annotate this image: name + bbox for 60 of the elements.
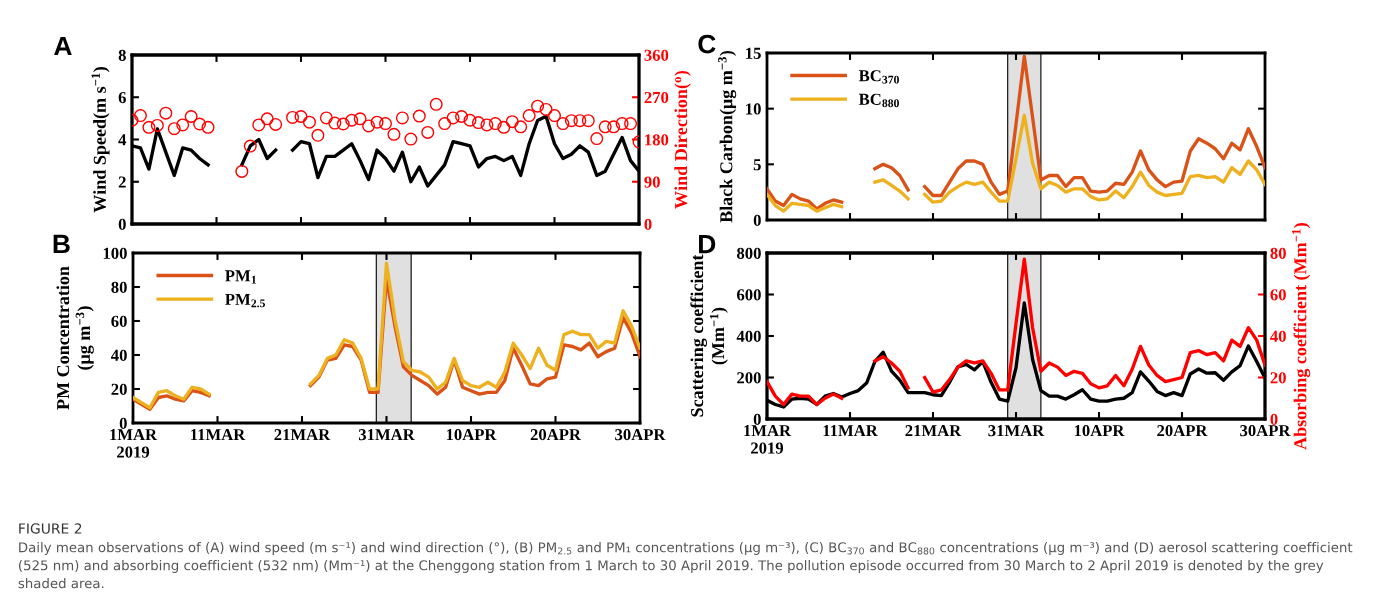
y-tick-label: 40 xyxy=(111,349,127,361)
y-tick-label: 0 xyxy=(119,417,127,429)
x-tick-label: 1MAR 2019 xyxy=(110,429,158,458)
x-tick-label: 20APR xyxy=(530,429,582,441)
y2-tick-label: 0 xyxy=(1270,413,1278,425)
y-tick-label: 6 xyxy=(118,92,126,104)
x-tick-label: 31MAR xyxy=(358,429,415,441)
y-tick-label: 4 xyxy=(118,134,127,146)
y-tick-label: 10 xyxy=(746,103,761,115)
y-tick-label: 100 xyxy=(103,247,127,259)
legend-label: PM$_{2.5}$ xyxy=(225,293,266,308)
y-tick-label: 5 xyxy=(753,159,761,171)
y-tick-label: 0 xyxy=(118,218,126,230)
y2-tick-label: 60 xyxy=(1270,289,1286,301)
y-tick-label: 20 xyxy=(111,383,127,395)
y-tick-label: 400 xyxy=(736,330,761,342)
x-tick-label: 10APR xyxy=(446,429,497,441)
x-tick-label: 21MAR xyxy=(905,425,962,437)
y2-tick-label: 270 xyxy=(644,91,669,104)
chart-title: D xyxy=(699,235,716,254)
y-tick-label: 800 xyxy=(737,247,761,259)
y-tick-label: 15 xyxy=(746,47,761,59)
y-tick-label: 8 xyxy=(118,49,126,61)
legend-label: BC$_{370}$ xyxy=(858,70,899,84)
y-tick-label: 60 xyxy=(111,315,127,327)
y-axis-title: Wind Speed(m s$^{−1}$) xyxy=(91,67,110,213)
y2-tick-label: 180 xyxy=(645,134,669,146)
legend-label: BC$_{880}$ xyxy=(858,93,899,108)
x-tick-label: 20APR xyxy=(1157,425,1208,437)
y-tick-label: 0 xyxy=(753,413,761,425)
chart-title: B xyxy=(53,234,70,254)
x-tick-label: 21MAR xyxy=(274,429,331,441)
text: Daily mean observations of (A) wind speed (m s⁻¹) and wind direction (°), (B) PM$_{2.5}$ and PM₁ concentrations (μg m⁻³), (C) BC$_{370}$ and BC$_{880}$ concentrations (μg m⁻³) and (D) aerosol scattering coefficient (525 nm) and absorbing coefficient (532 nm) (Mm⁻¹) at the Chenggong station from 1 March to 30 April 2019. The pollution episode occurred from 30 March to 2 April 2019 is denoted by the grey shaded area. xyxy=(18,542,1353,589)
y-axis-title: Black Carbon(μg m$^{−3}$) xyxy=(718,50,737,223)
x-tick-label: 31MAR xyxy=(988,425,1045,437)
x-tick-label: 11MAR xyxy=(191,429,246,441)
y2-tick-label: 360 xyxy=(644,49,669,61)
y-axis-title: Scattering coefficient (Mm$^{−1}$) xyxy=(690,254,728,417)
chart-title: A xyxy=(54,36,72,56)
y-tick-label: 200 xyxy=(737,372,761,384)
y-tick-label: 600 xyxy=(737,289,761,301)
x-tick-label: 10APR xyxy=(1074,425,1125,437)
y-tick-label: 2 xyxy=(118,176,126,188)
y2-axis-title: Absorbing coefficient (Mm$^{−1}$) xyxy=(1292,223,1311,450)
x-tick-label: 30APR xyxy=(1240,425,1291,437)
y2-tick-label: 0 xyxy=(644,218,652,230)
y-tick-label: 0 xyxy=(753,214,761,226)
chart-title: C xyxy=(698,34,716,54)
x-tick-label: 30APR xyxy=(615,429,666,441)
x-tick-label: 1MAR 2019 xyxy=(744,425,792,454)
y2-axis-title: Wind Direction($^{o}$) xyxy=(674,70,691,209)
y2-tick-label: 80 xyxy=(1270,247,1286,259)
y2-tick-label: 20 xyxy=(1270,372,1286,384)
y-axis-title: PM Concentration (μg m$^{−3}$) xyxy=(56,266,94,410)
x-tick-label: 11MAR xyxy=(823,425,878,437)
y-tick-label: 80 xyxy=(111,281,127,293)
y2-tick-label: 90 xyxy=(644,176,660,188)
caption: FIGURE 2 xyxy=(19,523,82,534)
y2-tick-label: 40 xyxy=(1270,330,1286,342)
legend-label: PM$_{1}$ xyxy=(225,270,257,284)
